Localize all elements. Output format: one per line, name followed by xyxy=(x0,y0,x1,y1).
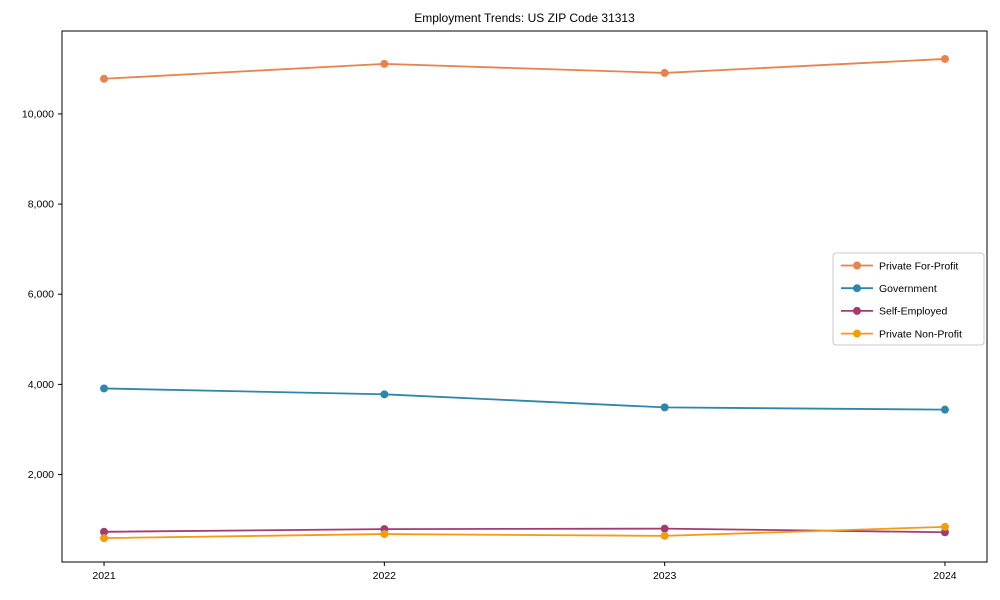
series-line xyxy=(104,525,945,540)
series-line xyxy=(104,387,945,411)
y-tick-label: 2,000 xyxy=(28,469,54,481)
legend-label: Government xyxy=(879,283,937,295)
legend-marker-dot xyxy=(853,329,861,338)
data-point xyxy=(380,390,389,399)
data-point xyxy=(380,530,389,539)
data-point xyxy=(940,522,949,531)
data-point xyxy=(660,68,669,77)
data-point xyxy=(100,527,109,536)
data-point xyxy=(660,524,669,533)
y-tick-label: 8,000 xyxy=(28,199,54,211)
data-point xyxy=(100,534,109,543)
x-tick-label: 2024 xyxy=(933,570,957,582)
chart-title: Employment Trends: US ZIP Code 31313 xyxy=(414,11,635,25)
legend-label: Self-Employed xyxy=(879,306,947,318)
legend-label: Private For-Profit xyxy=(879,260,958,272)
legend xyxy=(832,252,985,346)
data-point xyxy=(660,403,669,412)
data-point xyxy=(660,531,669,540)
legend-marker-dot xyxy=(853,306,861,315)
data-point xyxy=(100,74,109,83)
legend-marker-dot xyxy=(853,261,861,270)
series-line xyxy=(103,58,945,80)
legend-label: Private Non-Profit xyxy=(879,328,962,340)
y-tick-label: 6,000 xyxy=(28,289,54,301)
legend-marker-dot xyxy=(853,284,861,293)
plot-area xyxy=(61,30,988,563)
y-tick-label: 10,000 xyxy=(22,108,54,120)
data-point xyxy=(940,405,949,414)
series-line xyxy=(104,527,945,534)
x-tick-label: 2021 xyxy=(92,570,116,582)
x-tick-label: 2022 xyxy=(373,570,397,582)
x-tick-label: 2023 xyxy=(653,570,677,582)
data-point xyxy=(100,384,109,393)
y-tick-label: 4,000 xyxy=(28,379,54,391)
data-point xyxy=(940,54,949,63)
data-point xyxy=(380,59,389,68)
